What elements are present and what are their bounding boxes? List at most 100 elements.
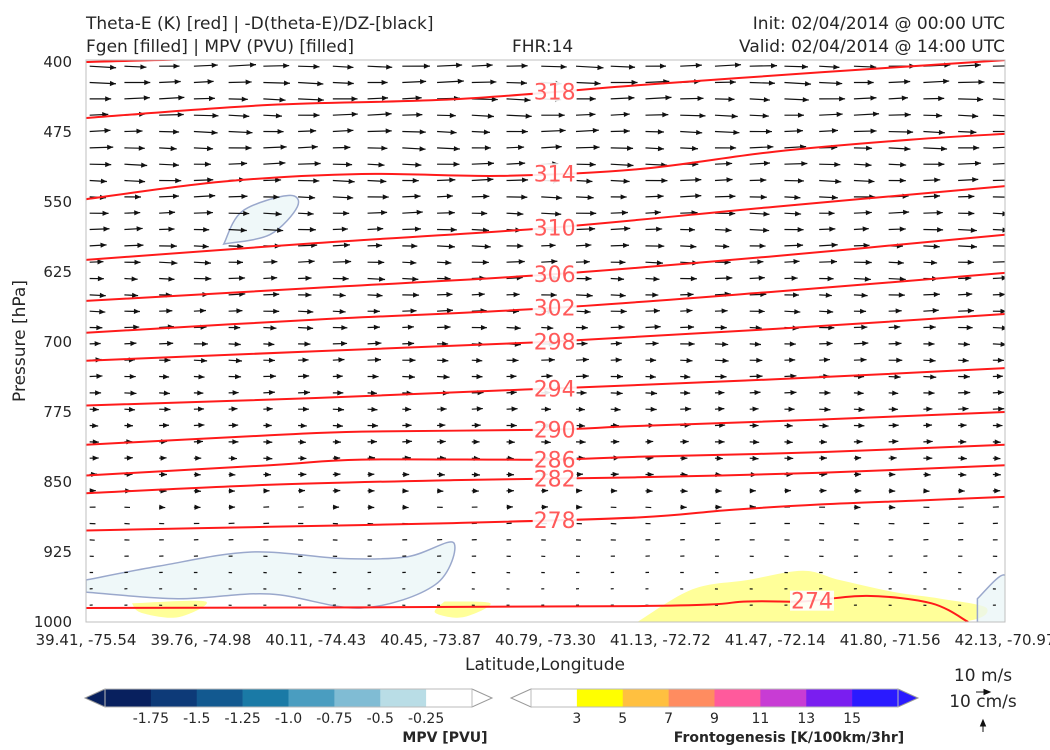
wind-vector-head [715, 488, 722, 494]
wind-vector-head [138, 145, 145, 151]
wind-vector-head [722, 358, 729, 364]
wind-vector-head [309, 227, 316, 233]
wind-vector-head [631, 79, 638, 86]
fgen-colorbar-tick: 9 [710, 711, 719, 727]
wind-vector-head [695, 62, 702, 69]
wind-vector-head [756, 373, 763, 379]
wind-vector-head [1004, 259, 1005, 264]
wind-vector-head [419, 79, 427, 85]
wind-vector-head [109, 80, 116, 87]
wind-vector-head [996, 422, 1003, 429]
wind-vector-head [685, 406, 692, 412]
wind-vector-head [752, 406, 759, 412]
wind-vector-head [623, 178, 630, 184]
wind-vector-head [789, 341, 796, 347]
wind-vector-head [209, 193, 216, 199]
wind-vector [992, 81, 1005, 84]
wind-vector-head [1001, 325, 1005, 331]
mpv-colorbar-extend [83, 688, 106, 708]
wind-vector-head [587, 194, 594, 201]
wind-vector-head [895, 308, 902, 314]
wind-vector-head [904, 146, 911, 152]
wind-vector-head [836, 111, 843, 117]
wind-vector-head [923, 488, 930, 494]
contour-label-background [532, 449, 577, 470]
wind-vector-head [136, 128, 143, 134]
wind-vector-head [933, 291, 940, 298]
wind-vector-head [167, 340, 174, 347]
mpv-colorbar-label: MPV [PVU] [402, 730, 487, 746]
wind-vector-head [907, 129, 914, 135]
wind-vector-head [624, 226, 631, 232]
wind-vector-head [1015, 26, 1021, 31]
wind-vector [541, 16, 563, 17]
wind-vector-head [304, 341, 311, 347]
wind-vector-head [943, 78, 950, 84]
wind-vector-head [898, 292, 905, 298]
wind-vector-head [690, 243, 697, 250]
wind-vector-head [994, 471, 1001, 478]
wind-vector-head [824, 406, 831, 413]
wind-vector-head [374, 357, 382, 363]
wind-vector-head [628, 95, 635, 101]
wind-vector-head [652, 340, 659, 347]
wind-vector-head [99, 309, 106, 315]
forecast-hour: FHR:14 [512, 37, 574, 57]
wind-vector-head [334, 439, 341, 445]
wind-vector-head [197, 390, 204, 396]
wind-vector-head [754, 389, 761, 396]
wind-vector-head [831, 242, 838, 248]
wind-vector [541, 49, 569, 50]
wind-vector-head [1001, 275, 1005, 281]
wind-vector-head [827, 309, 834, 315]
wind-vector-head [797, 227, 804, 233]
contour-label-background [532, 419, 577, 440]
wind-vector-head [938, 129, 945, 136]
wind-vector-head [823, 357, 830, 363]
wind-vector-head [207, 177, 214, 183]
wind-vector-head [970, 129, 977, 135]
wind-vector-head [240, 161, 248, 167]
wind-vector-head [484, 243, 491, 250]
wind-vector [992, 277, 1005, 280]
wind-vector-head [178, 95, 185, 101]
wind-vector-head [92, 423, 99, 429]
wind-vector-head [405, 422, 412, 429]
wind-vector-head [933, 193, 941, 199]
wind-vector [194, 34, 221, 35]
wind-vector [333, 50, 359, 51]
wind-vector-head [416, 112, 423, 118]
wind-vector-head [763, 97, 770, 103]
wind-vector-head [376, 292, 383, 298]
fgen-colorbar-segment [622, 689, 669, 707]
wind-vector-head [715, 504, 722, 510]
fgen-colorbar-tick: 3 [572, 711, 581, 727]
wind-vector-head [381, 95, 389, 101]
contour-label-background [532, 297, 577, 318]
wind-vector [611, 50, 632, 51]
wind-vector-head [245, 145, 252, 151]
wind-vector-head [166, 308, 173, 314]
wind-vector-head [490, 79, 497, 85]
wind-vector [854, 27, 882, 33]
frontogenesis-region [131, 600, 207, 618]
wind-vector [715, 1, 741, 3]
wind-vector-head [336, 423, 343, 429]
wind-vector-head [962, 357, 969, 364]
wind-vector-head [173, 129, 180, 135]
wind-vector-head [831, 194, 838, 201]
wind-vector-head [647, 439, 654, 445]
wind-vector-head [890, 455, 897, 461]
chart-title-line2: Fgen [filled] | MPV (PVU) [filled] [86, 37, 355, 57]
wind-vector-head [796, 128, 804, 134]
wind-vector-head [786, 423, 793, 429]
wind-vector-head [667, 32, 673, 37]
wind-vector [159, 17, 186, 18]
mpv-colorbar-segment [105, 689, 152, 707]
mpv-region [729, 0, 1012, 13]
wind-vector-head [144, 32, 150, 37]
wind-vector [611, 17, 640, 18]
wind-vector-head [593, 144, 600, 150]
wind-vector-head [100, 178, 107, 184]
wind-vector-head [967, 259, 974, 265]
